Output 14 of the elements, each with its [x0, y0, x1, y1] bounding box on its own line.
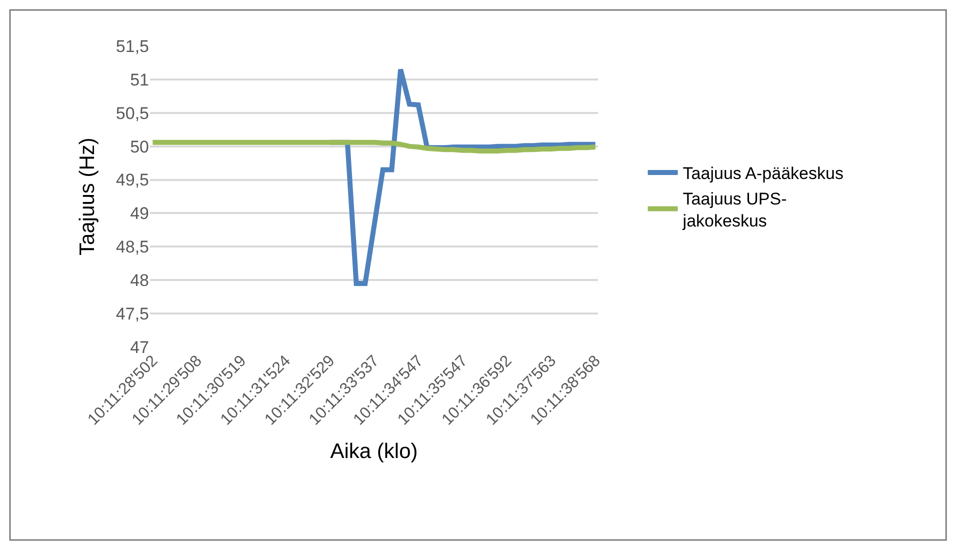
legend-label: Taajuus A-pääkeskus [682, 164, 844, 184]
y-tick-label: 47,5 [116, 304, 149, 324]
legend-label: Taajuus UPS-jakokeskus [682, 189, 787, 230]
y-axis-title: Taajuus (Hz) [76, 138, 100, 256]
x-axis-title: Aika (klo) [330, 440, 418, 463]
y-tick-label: 48,5 [116, 238, 149, 257]
y-tick-label: 49 [130, 204, 149, 224]
y-tick-label: 51 [130, 70, 149, 90]
y-tick-label: 47 [130, 338, 149, 357]
y-tick-label: 48 [130, 271, 149, 290]
y-tick-label: 49,5 [116, 170, 149, 190]
y-tick-label: 51,5 [116, 36, 149, 56]
y-tick-label: 50,5 [116, 104, 149, 123]
y-tick-label: 50 [130, 137, 149, 156]
